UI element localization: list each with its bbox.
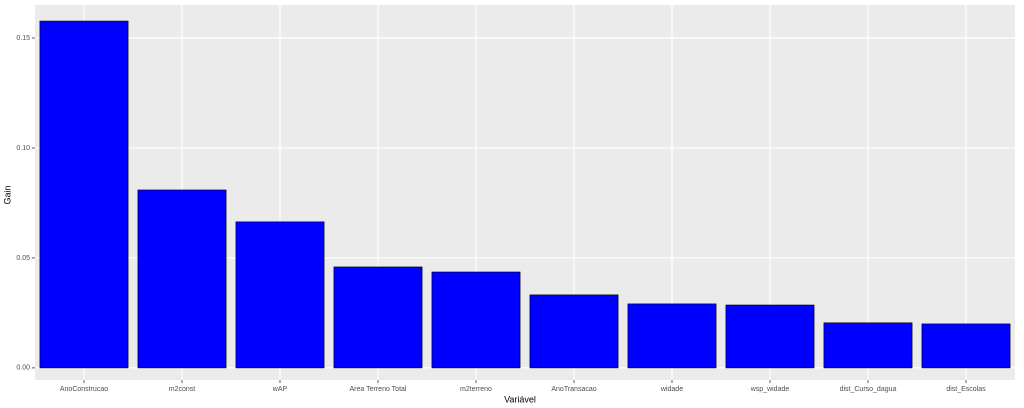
bar bbox=[333, 266, 423, 369]
bar bbox=[235, 221, 325, 369]
bar bbox=[137, 189, 227, 369]
y-axis-title: Gain bbox=[2, 185, 12, 204]
x-tick-label: m2terreno bbox=[460, 386, 492, 393]
y-tick-label: 0.15 bbox=[16, 35, 30, 42]
bar bbox=[627, 303, 717, 369]
x-tick-label: AnoTransacao bbox=[551, 386, 596, 393]
bar bbox=[823, 322, 913, 369]
x-tick-label: widade bbox=[660, 386, 683, 393]
x-tick-label: AnoConstrucao bbox=[60, 386, 108, 393]
bar bbox=[39, 20, 129, 369]
y-tick-label: 0.10 bbox=[16, 145, 30, 152]
bar bbox=[921, 323, 1011, 369]
bar bbox=[725, 304, 815, 369]
y-tick-label: 0.00 bbox=[16, 365, 30, 372]
x-tick-label: wAP bbox=[272, 386, 288, 393]
bar bbox=[431, 271, 521, 369]
bar bbox=[529, 294, 619, 369]
x-tick-label: dist_Escolas bbox=[946, 386, 986, 393]
y-tick-label: 0.05 bbox=[16, 255, 30, 262]
x-tick-label: wsp_widade bbox=[750, 386, 790, 393]
x-axis-title: Variável bbox=[504, 394, 536, 404]
x-tick-label: Area Terreno Total bbox=[350, 386, 407, 393]
x-tick-label: m2const bbox=[169, 386, 196, 393]
x-tick-label: dist_Curso_dagua bbox=[840, 386, 897, 393]
